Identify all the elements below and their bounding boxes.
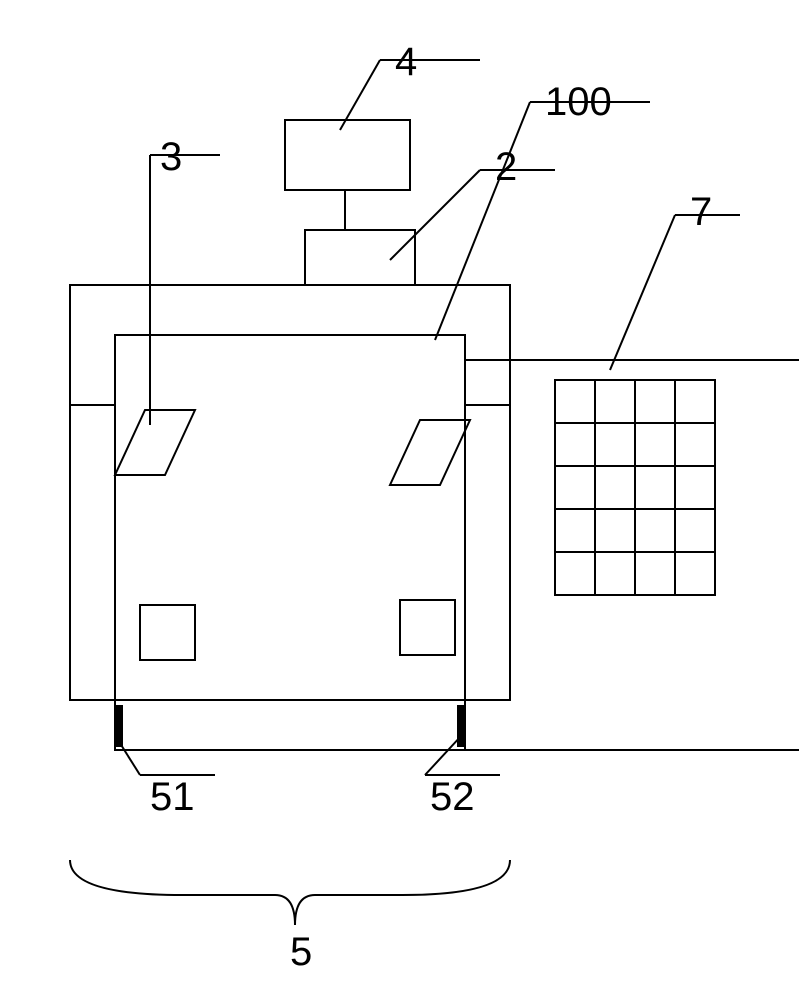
outer-frame — [70, 285, 510, 700]
label-7: 7 — [690, 190, 712, 234]
label-51-group: 51 — [118, 740, 215, 819]
label-2: 2 — [495, 145, 517, 189]
label-4-group: 4 — [340, 40, 480, 130]
label-100-group: 100 — [435, 80, 650, 340]
leader-51 — [118, 740, 140, 775]
small-box-right — [400, 600, 455, 655]
label-3-group: 3 — [150, 135, 220, 425]
parallelogram-left — [115, 410, 195, 475]
leader-52 — [425, 735, 462, 775]
label-52: 52 — [430, 775, 475, 819]
inner-frame — [115, 335, 465, 750]
label-52-group: 52 — [425, 735, 500, 819]
leader-7 — [610, 215, 675, 370]
label-5: 5 — [290, 930, 312, 974]
small-box-left — [140, 605, 195, 660]
label-3: 3 — [160, 135, 182, 179]
parallelogram-right — [390, 420, 470, 485]
label-7-group: 7 — [610, 190, 740, 370]
grid-7 — [555, 380, 715, 595]
brace-5 — [70, 860, 510, 925]
box-2 — [305, 230, 415, 285]
leader-2 — [390, 170, 480, 260]
dash-52 — [457, 705, 465, 747]
diagram-canvas: 4 100 2 7 3 — [0, 0, 799, 1000]
box-4 — [285, 120, 410, 190]
label-51: 51 — [150, 775, 195, 819]
label-100: 100 — [545, 80, 612, 124]
leader-100 — [435, 102, 530, 340]
label-4: 4 — [395, 40, 417, 84]
